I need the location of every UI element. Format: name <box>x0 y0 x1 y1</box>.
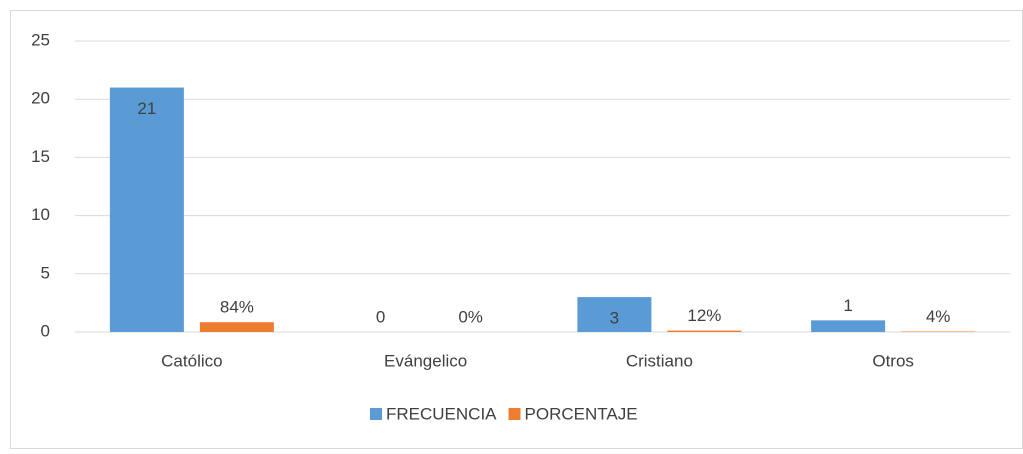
legend-label: FRECUENCIA <box>386 404 497 423</box>
x-tick-label: Otros <box>872 351 914 370</box>
x-tick-label: Católico <box>161 351 222 370</box>
legend-swatch <box>509 408 521 420</box>
data-label: 4% <box>926 307 951 326</box>
data-label: 0 <box>376 307 385 326</box>
x-tick-label: Cristiano <box>626 351 693 370</box>
bar <box>200 322 274 332</box>
bar <box>811 320 885 332</box>
y-tick-label: 5 <box>41 263 50 282</box>
x-tick-label: Evángelico <box>384 351 467 370</box>
bar <box>110 88 184 332</box>
y-tick-label: 25 <box>31 30 50 49</box>
data-label: 21 <box>137 99 156 118</box>
y-tick-label: 20 <box>31 89 50 108</box>
data-label: 1 <box>843 296 852 315</box>
y-tick-label: 15 <box>31 147 50 166</box>
data-label: 3 <box>610 309 619 328</box>
data-label: 12% <box>687 306 721 325</box>
data-label: 0% <box>458 307 483 326</box>
bar <box>667 331 741 332</box>
y-tick-label: 0 <box>41 321 50 340</box>
data-label: 84% <box>220 298 254 317</box>
legend-label: PORCENTAJE <box>525 404 638 423</box>
legend-swatch <box>370 408 382 420</box>
y-tick-label: 10 <box>31 205 50 224</box>
